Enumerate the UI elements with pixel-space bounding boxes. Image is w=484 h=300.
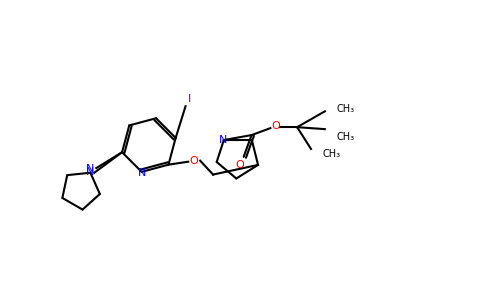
Text: O: O — [271, 121, 280, 131]
Text: N: N — [137, 168, 146, 178]
Text: CH₃: CH₃ — [323, 149, 341, 159]
Text: O: O — [190, 156, 198, 166]
Text: CH₃: CH₃ — [337, 132, 355, 142]
Text: CH₃: CH₃ — [337, 104, 355, 114]
Text: N: N — [219, 135, 227, 145]
Text: N: N — [86, 167, 94, 177]
Text: I: I — [188, 94, 191, 104]
Text: O: O — [235, 160, 244, 170]
Text: N: N — [86, 164, 94, 174]
